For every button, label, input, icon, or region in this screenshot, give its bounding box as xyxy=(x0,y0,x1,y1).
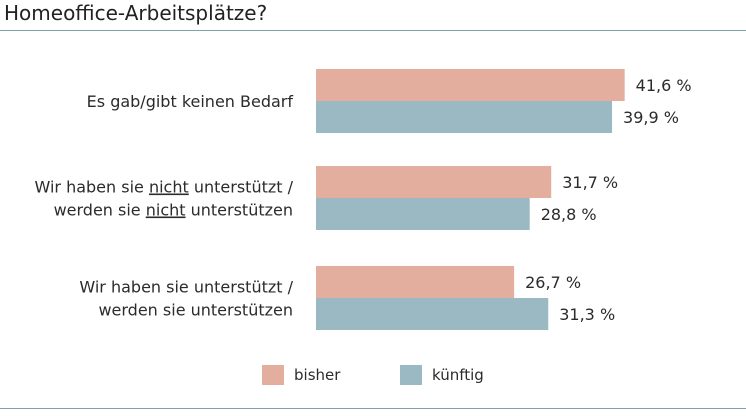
value-label-bisher-2: 31,7 % xyxy=(562,173,618,192)
value-labels-group: 41,6 % 39,9 % 31,7 % 28,8 % 26,7 % 31,3 % xyxy=(525,76,691,324)
bar-kuenftig-3 xyxy=(316,298,549,330)
cat-nicht-unterstuetzt-line-2-part-2: nicht xyxy=(146,201,186,220)
cat-nicht-unterstuetzt-line-1-part-1: Wir haben sie xyxy=(35,178,149,197)
chart-title: Homeoffice-Arbeitsplätze? xyxy=(4,1,268,25)
cat-nicht-unterstuetzt-line-1-part-3: unterstützt / xyxy=(189,178,294,197)
bar-bisher-3 xyxy=(316,266,515,298)
value-label-kuenftig-1: 39,9 % xyxy=(623,108,679,127)
cat-nicht-unterstuetzt-line-1: Wir haben sie nicht unterstützt / xyxy=(35,178,294,197)
bar-bisher-2 xyxy=(316,166,552,198)
cat-unterstuetzt-line-2-part-1: werden sie unterstützen xyxy=(98,301,293,320)
legend-swatch-kuenftig xyxy=(400,365,422,385)
legend-swatch-bisher xyxy=(262,365,284,385)
legend-item-bisher: bisher xyxy=(262,364,340,386)
cat-nicht-unterstuetzt-line-2-part-1: werden sie xyxy=(54,201,146,220)
cat-keinen-bedarf-line-1-part-1: Es gab/gibt keinen Bedarf xyxy=(87,92,294,111)
cat-keinen-bedarf-line-1: Es gab/gibt keinen Bedarf xyxy=(87,92,294,111)
bottom-divider xyxy=(0,408,746,409)
cat-nicht-unterstuetzt-line-1-part-2: nicht xyxy=(149,178,189,197)
bar-bisher-1 xyxy=(316,69,625,101)
legend-item-kuenftig: künftig xyxy=(400,364,484,386)
cat-nicht-unterstuetzt-line-2: werden sie nicht unterstützen xyxy=(54,201,293,220)
bar-kuenftig-1 xyxy=(316,101,613,133)
category-labels-group: Es gab/gibt keinen Bedarf Wir haben sie n… xyxy=(35,92,294,320)
value-label-kuenftig-3: 31,3 % xyxy=(559,305,615,324)
cat-nicht-unterstuetzt-line-2-part-3: unterstützen xyxy=(186,201,293,220)
cat-unterstuetzt-line-2: werden sie unterstützen xyxy=(98,301,293,320)
title-divider xyxy=(0,30,746,31)
bars-group xyxy=(316,69,625,330)
legend-label-bisher: bisher xyxy=(294,366,341,384)
value-label-bisher-3: 26,7 % xyxy=(525,273,581,292)
value-label-kuenftig-2: 28,8 % xyxy=(541,205,597,224)
cat-unterstuetzt-line-1: Wir haben sie unterstützt / xyxy=(79,278,293,297)
legend-label-kuenftig: künftig xyxy=(432,366,484,384)
value-label-bisher-1: 41,6 % xyxy=(636,76,692,95)
cat-unterstuetzt-line-1-part-1: Wir haben sie unterstützt / xyxy=(79,278,293,297)
bar-kuenftig-2 xyxy=(316,198,530,230)
